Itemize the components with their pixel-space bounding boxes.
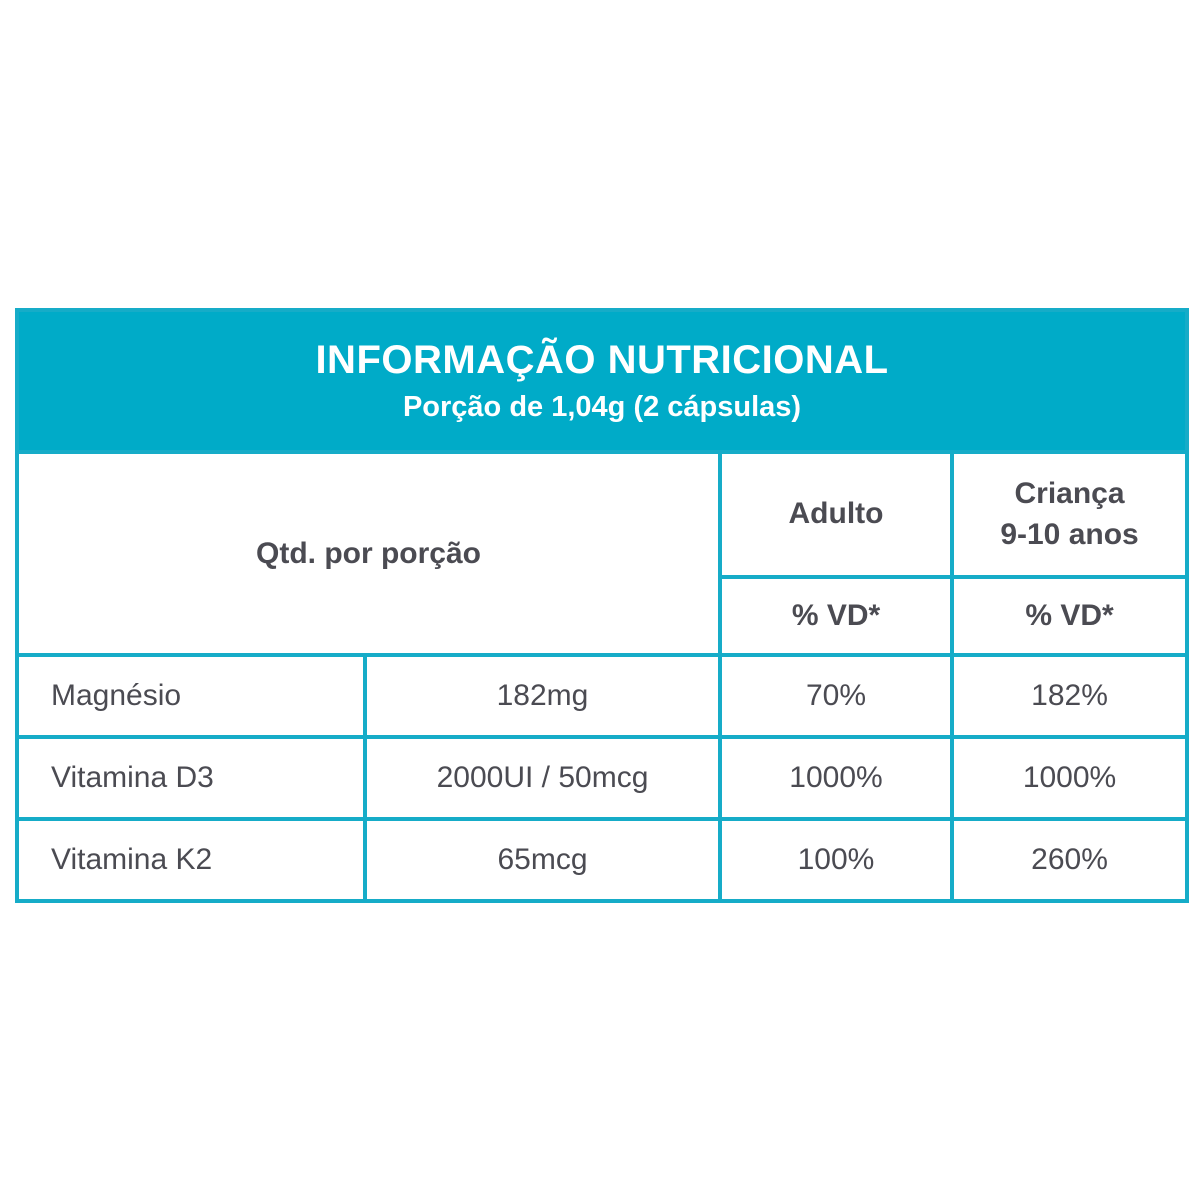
adult-daily-value-header: % VD* <box>718 575 954 657</box>
nutrient-qty: 182mg <box>363 653 722 739</box>
nutrient-adult-vd: 70% <box>718 653 954 739</box>
nutrient-qty: 65mcg <box>363 817 722 903</box>
adult-column-header: Adulto <box>718 450 954 579</box>
nutrient-adult-vd: 100% <box>718 817 954 903</box>
child-header-line2: 9-10 anos <box>1000 517 1139 551</box>
nutrient-name: Magnésio <box>15 653 367 739</box>
nutrient-name: Vitamina D3 <box>15 735 367 821</box>
child-column-header: Criança 9-10 anos <box>949 450 1190 579</box>
table-row-magnesio: Magnésio 182mg 70% 182% <box>15 653 1190 739</box>
qty-per-serving-header: Qtd. por porção <box>15 450 722 657</box>
table-title: INFORMAÇÃO NUTRICIONAL <box>315 338 889 383</box>
table-row-vitamina-d3: Vitamina D3 2000UI / 50mcg 1000% 1000% <box>15 735 1190 821</box>
nutrient-child-vd: 260% <box>949 817 1190 903</box>
nutrition-table: INFORMAÇÃO NUTRICIONAL Porção de 1,04g (… <box>14 308 1190 903</box>
table-title-cell: INFORMAÇÃO NUTRICIONAL Porção de 1,04g (… <box>14 308 1190 454</box>
child-daily-value-header: % VD* <box>949 575 1190 657</box>
nutrient-name: Vitamina K2 <box>15 817 367 903</box>
table-row-vitamina-k2: Vitamina K2 65mcg 100% 260% <box>15 817 1190 903</box>
serving-size: Porção de 1,04g (2 cápsulas) <box>402 391 802 424</box>
column-header-row: Qtd. por porção Adulto Criança 9-10 anos <box>15 450 1190 657</box>
child-header-line1: Criança <box>1014 477 1125 510</box>
table-title-row: INFORMAÇÃO NUTRICIONAL Porção de 1,04g (… <box>14 308 1190 454</box>
nutrient-adult-vd: 1000% <box>718 735 954 821</box>
nutrient-child-vd: 182% <box>949 653 1190 739</box>
nutrient-qty: 2000UI / 50mcg <box>363 735 722 821</box>
nutrient-child-vd: 1000% <box>949 735 1190 821</box>
daily-value-header-row: % VD* % VD* <box>17 575 1190 657</box>
